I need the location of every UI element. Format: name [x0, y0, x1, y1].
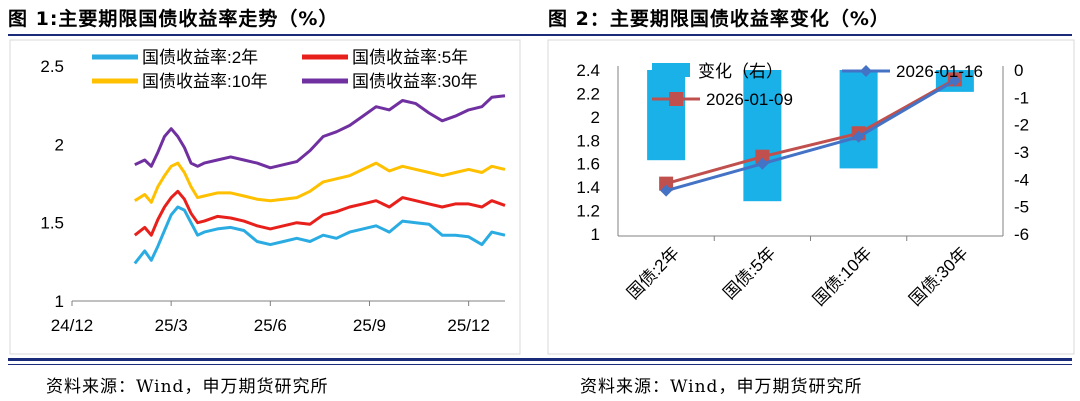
bottom-rule-thin — [8, 364, 1072, 365]
marker-diamond — [660, 184, 673, 197]
chart1-x-tick-label: 24/12 — [51, 316, 94, 335]
legend-label-y10: 国债收益率:10年 — [142, 72, 268, 91]
chart1-y-tick-label: 1.5 — [40, 214, 64, 233]
chart2-y-tick-label: 1.2 — [576, 202, 600, 221]
marker-square — [755, 149, 770, 164]
chart1-x-tick-label: 25/3 — [155, 316, 188, 335]
marker-square — [947, 72, 962, 87]
chart2-y2-tick-label: -3 — [1014, 143, 1029, 162]
chart2-border — [547, 39, 1075, 355]
bottom-rule-thick — [8, 358, 1072, 361]
chart2-y2-tick-label: 0 — [1014, 61, 1023, 80]
top-rule — [8, 34, 1072, 36]
chart2-y2-tick-label: -1 — [1014, 88, 1029, 107]
legend-label-d1: 2026-01-16 — [896, 62, 983, 81]
marker-square — [851, 126, 866, 141]
chart1-x-tick-label: 25/9 — [353, 316, 386, 335]
series-line-y10 — [134, 161, 506, 204]
series-line-y2 — [133, 205, 506, 265]
chart2-category-label: 国债:10年 — [809, 243, 875, 309]
marker-diamond — [756, 157, 769, 170]
chart2-y-tick-label: 1.8 — [576, 131, 600, 150]
chart2-category-label: 国债:5年 — [720, 243, 780, 303]
marker-diamond — [852, 130, 865, 143]
yield-trend-chart: 2.5 2 1.5 1 24/12 25/3 25/6 25/9 25/12 国债收益率:2年… — [9, 39, 521, 355]
series-line-y5 — [133, 189, 506, 237]
legend-marker-square — [669, 92, 683, 106]
series-line-d2 — [665, 78, 956, 186]
series-line-d1 — [665, 79, 956, 193]
chart1-border — [9, 39, 521, 355]
figure2-source: 资料来源：Wind，申万期货研究所 — [580, 377, 863, 397]
chart1-y-tick-label: 1 — [55, 292, 64, 311]
chart2-y-tick-label: 1.4 — [576, 178, 600, 197]
chart1-x-tick-label: 25/6 — [254, 316, 287, 335]
chart2-y-tick-label: 1.6 — [576, 155, 600, 174]
change-bar — [647, 70, 686, 161]
change-bar — [935, 70, 974, 92]
chart2-category-label: 国债:2年 — [623, 243, 683, 303]
figure2-title: 图 2：主要期限国债收益率变化（%） — [548, 8, 890, 30]
legend-label-y2: 国债收益率:2年 — [142, 48, 258, 67]
chart2-y2-tick-label: -2 — [1014, 116, 1029, 135]
figure1-source: 资料来源：Wind，申万期货研究所 — [46, 377, 329, 397]
figure1-title: 图 1:主要期限国债收益率走势（%） — [8, 8, 339, 30]
legend-label-y5: 国债收益率:5年 — [352, 48, 468, 67]
change-bar — [839, 70, 878, 169]
chart1-y-tick-label: 2 — [55, 135, 64, 154]
legend-marker-diamond — [860, 65, 872, 77]
chart2-category-label: 国债:30年 — [905, 243, 971, 309]
series-line-y30 — [134, 94, 506, 170]
change-bar — [743, 70, 782, 202]
legend-label-d2: 2026-01-09 — [706, 90, 793, 109]
marker-diamond — [948, 74, 961, 87]
legend-label-bar: 变化（右） — [698, 62, 783, 81]
chart1-y-tick-label: 2.5 — [40, 57, 64, 76]
chart2-y-tick-label: 2.4 — [576, 61, 600, 80]
chart2-y2-tick-label: -4 — [1014, 170, 1029, 189]
chart2-y2-tick-label: -6 — [1014, 225, 1029, 244]
chart2-y-tick-label: 1 — [591, 225, 600, 244]
legend-swatch-bar — [652, 63, 690, 77]
chart2-y2-tick-label: -5 — [1014, 198, 1029, 217]
marker-square — [659, 176, 674, 191]
legend-label-y30: 国债收益率:30年 — [352, 72, 478, 91]
chart1-x-tick-label: 25/12 — [447, 316, 490, 335]
chart2-y-tick-label: 2.2 — [576, 84, 600, 103]
chart2-y-tick-label: 2 — [591, 108, 600, 127]
